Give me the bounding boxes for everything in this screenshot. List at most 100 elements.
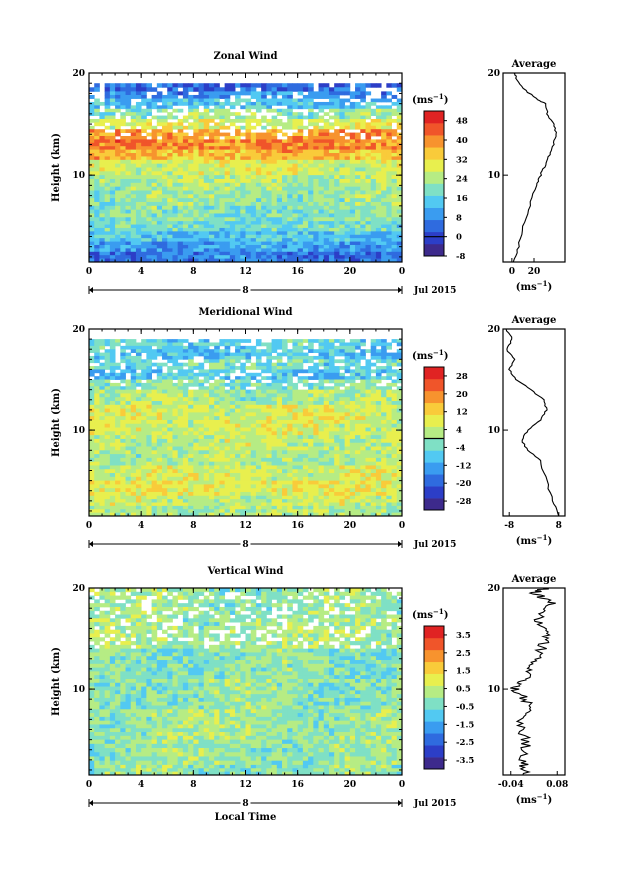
heatmap-cell [146,386,152,391]
heatmap-cell [141,91,147,96]
heatmap-cell [203,227,210,232]
heatmap-cell [271,156,278,161]
average-y-tick-label: 10 [487,171,500,181]
heatmap-cell [115,431,121,436]
heatmap-cell [229,382,236,387]
heatmap-cell [125,362,132,367]
heatmap-cell [219,87,226,92]
heatmap-cell [235,442,241,447]
heatmap-cell [214,457,220,463]
heatmap-cell [208,142,215,147]
heatmap-cell [135,190,142,195]
heatmap-cell [318,209,325,214]
heatmap-cell [302,238,309,242]
heatmap-cell [104,379,111,384]
heatmap-cell [386,112,392,116]
heatmap-cell [115,241,121,246]
heatmap-cell [198,393,205,398]
heatmap-cell [245,87,252,92]
heatmap-cell [203,345,210,350]
heatmap-cell [151,241,158,246]
x-tick-label: 8 [190,267,196,277]
heatmap-cell [250,149,257,154]
heatmap-cell [344,98,351,103]
heatmap-cell [219,465,226,470]
heatmap-cell [167,397,173,402]
heatmap-cell [172,450,179,455]
heatmap-cell [193,194,199,199]
heatmap-cell [271,149,278,154]
heatmap-cell [334,461,340,466]
heatmap-cell [135,248,142,253]
heatmap-cell [318,450,325,455]
heatmap-cell [130,115,137,120]
heatmap-cell [255,342,262,347]
heatmap-cell [313,427,319,432]
heatmap-cell [89,146,95,151]
heatmap-cell [344,349,351,353]
heatmap-cell [219,101,226,106]
heatmap-cell [313,115,319,120]
heatmap-cell [282,255,288,259]
heatmap-cell [365,461,372,466]
heatmap-cell [355,194,361,199]
heatmap-cell [391,213,398,218]
heatmap-cell [177,382,184,387]
heatmap-cell [375,435,382,440]
heatmap-cell [182,404,189,409]
heatmap-cell [276,149,283,154]
heatmap-cell [193,372,199,377]
heatmap-cell [146,355,152,360]
heatmap-cell [172,446,179,451]
heatmap-cell [328,178,335,184]
heatmap-cell [323,427,330,432]
heatmap-cell [177,146,184,151]
heatmap-cell [328,115,335,120]
heatmap-cell [94,469,100,474]
heatmap-cell [198,431,205,436]
heatmap-cell [255,205,262,211]
heatmap-cell [318,469,325,474]
heatmap-cell [167,435,173,440]
heatmap-cell [271,159,278,165]
heatmap-cell [104,175,111,180]
heatmap-cell [172,146,179,151]
heatmap-cell [229,101,236,106]
heatmap-cell [266,156,272,161]
heatmap-cell [276,345,283,350]
heatmap-cell [162,412,168,417]
heatmap-cell [135,416,142,421]
heatmap-cell [297,132,304,137]
heatmap-cell [266,159,272,165]
heatmap-cell [375,423,382,428]
heatmap-cell [344,224,351,229]
heatmap-cell [125,94,132,99]
heatmap-cell [151,105,158,110]
heatmap-cell [276,339,283,343]
heatmap-cell [297,450,304,455]
heatmap-cell [104,427,111,432]
heatmap-cell [193,98,199,103]
heatmap-cell [292,217,299,222]
heatmap-cell [130,457,137,463]
heatmap-cell [109,238,116,242]
heatmap-cell [208,224,215,229]
heatmap-cell [334,142,340,147]
heatmap-cell [141,122,147,127]
heatmap-cell [365,382,372,387]
heatmap-cell [302,251,309,256]
heatmap-cell [318,446,325,451]
heatmap-cell [167,156,173,161]
heatmap-cell [297,435,304,440]
heatmap-cell [172,94,179,99]
heatmap-cell [370,156,377,161]
heatmap-cell [245,339,252,343]
heatmap-cell [250,118,257,123]
heatmap-cell [188,182,194,188]
heatmap-cell [156,342,163,347]
heatmap-cell [162,139,168,144]
heatmap-cell [94,366,100,370]
heatmap-cell [177,118,184,123]
heatmap-cell [344,118,351,123]
heatmap-cell [360,163,366,168]
